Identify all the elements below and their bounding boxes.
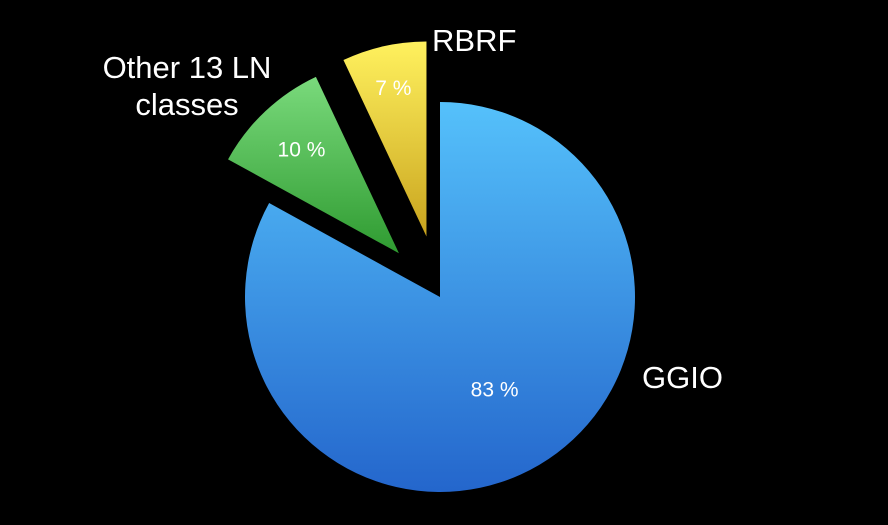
value-label-other-13-ln-classes: 10 % — [278, 138, 326, 161]
pie-slice-other-13-ln-classes — [228, 76, 399, 254]
category-label-line: Other 13 LN — [103, 50, 272, 85]
category-label-line: classes — [135, 87, 238, 122]
category-label-other-13-ln-classes: Other 13 LN classes — [103, 50, 272, 122]
pie-labels: 83 % GGIO 10 % Other 13 LN classes 7 % RBRF — [103, 23, 723, 401]
value-label-ggio: 83 % — [471, 378, 519, 401]
category-label-ggio: GGIO — [642, 360, 723, 395]
category-label-line: GGIO — [642, 360, 723, 395]
pie-slices — [228, 41, 636, 493]
category-label-line: RBRF — [432, 23, 516, 58]
pie-slice-rbrf — [343, 41, 427, 237]
value-label-rbrf: 7 % — [375, 77, 411, 100]
pie-slice-ggio — [245, 102, 636, 493]
category-label-rbrf: RBRF — [432, 23, 516, 58]
